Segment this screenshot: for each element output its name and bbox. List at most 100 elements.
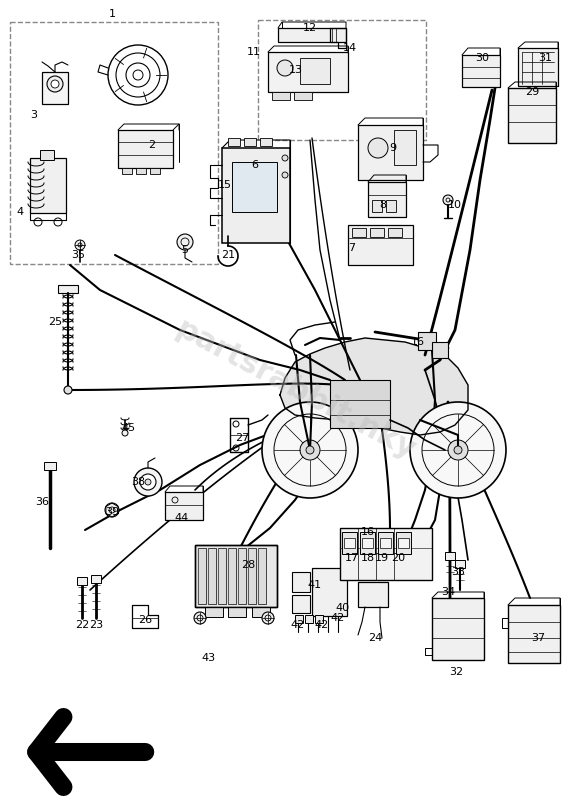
Bar [508,605,560,663]
Bar [295,615,303,623]
Bar [396,532,411,554]
Text: 36: 36 [35,497,49,507]
Bar [208,548,216,604]
Circle shape [109,507,115,513]
Bar [91,575,101,583]
Circle shape [368,138,388,158]
Text: 10: 10 [448,200,462,210]
Circle shape [282,172,288,178]
Text: 39: 39 [105,507,119,517]
Circle shape [64,386,72,394]
Bar [278,28,346,42]
Text: 35: 35 [71,250,85,260]
Bar [136,168,146,174]
Bar [77,577,87,585]
Circle shape [140,474,156,490]
Circle shape [47,76,63,92]
Text: 3: 3 [31,110,38,120]
Bar [340,528,432,580]
Bar [292,595,310,613]
Text: 26: 26 [138,615,152,625]
Text: 33: 33 [451,567,465,577]
Text: 37: 37 [531,633,545,643]
Circle shape [306,446,314,454]
Bar [195,545,277,607]
Text: 41: 41 [308,580,322,590]
Bar [372,200,382,212]
Circle shape [448,440,468,460]
Bar [198,548,206,604]
Text: 11: 11 [247,47,261,57]
Text: 44: 44 [175,513,189,523]
Text: 16: 16 [361,527,375,537]
Bar [258,548,266,604]
Bar [394,130,416,165]
Bar [358,582,388,607]
Bar [10,22,218,264]
Bar [238,548,246,604]
Text: 18: 18 [361,553,375,563]
Bar [445,552,455,560]
Text: 9: 9 [390,143,397,153]
Bar [386,200,396,212]
Text: 19: 19 [375,553,389,563]
Bar [300,58,330,84]
Circle shape [75,240,85,250]
Text: 30: 30 [475,53,489,63]
Bar [380,538,391,548]
Bar [122,168,132,174]
Bar [432,598,484,660]
Text: 21: 21 [221,250,235,260]
Circle shape [145,479,151,485]
Bar [58,285,78,293]
Text: 24: 24 [368,633,382,643]
Text: 22: 22 [75,620,89,630]
Circle shape [134,468,162,496]
Text: partsrabbit.nky: partsrabbit.nky [170,314,420,466]
Bar [432,342,448,358]
Bar [352,228,366,237]
Bar [344,538,355,548]
Circle shape [262,612,274,624]
Text: 27: 27 [235,433,249,443]
Text: 42: 42 [331,613,345,623]
Bar [258,20,426,140]
Bar [42,72,68,104]
Text: 12: 12 [303,23,317,33]
Bar [305,615,313,623]
Circle shape [443,195,453,205]
Text: 5: 5 [181,245,188,255]
Bar [228,548,236,604]
Bar [342,532,357,554]
Bar [268,52,348,92]
Bar [228,138,240,146]
Polygon shape [280,338,468,435]
Text: 28: 28 [241,560,255,570]
Circle shape [122,430,128,436]
Text: 15: 15 [218,180,232,190]
Bar [232,162,277,212]
Text: 23: 23 [89,620,103,630]
Bar [294,92,312,100]
Bar [222,148,290,243]
Text: 7: 7 [349,243,355,253]
Bar [368,182,406,217]
Bar [30,158,66,213]
Bar [218,548,226,604]
Circle shape [262,402,358,498]
Circle shape [51,80,59,88]
Circle shape [277,60,293,76]
Bar [360,532,375,554]
Bar [398,538,409,548]
Text: 17: 17 [345,553,359,563]
Bar [370,228,384,237]
Bar [378,532,393,554]
Text: 42: 42 [315,620,329,630]
Bar [348,225,413,265]
Text: 38: 38 [131,477,145,487]
Bar [150,168,160,174]
Text: 4: 4 [16,207,24,217]
Circle shape [410,402,506,498]
Text: 2: 2 [149,140,155,150]
Bar [228,607,246,617]
